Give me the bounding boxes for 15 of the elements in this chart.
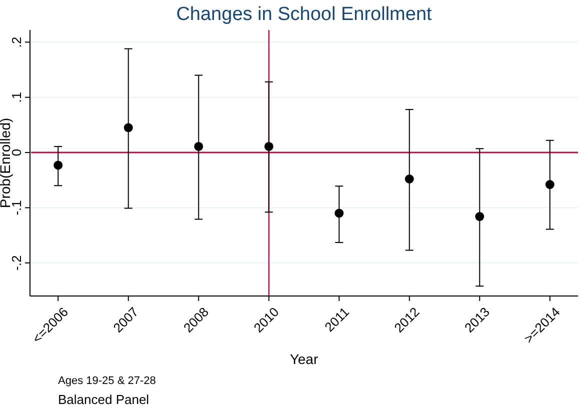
point bbox=[194, 142, 204, 151]
text: Ages 19-25 & 27-28 bbox=[58, 375, 156, 387]
y-tick-label: -.2 bbox=[9, 255, 24, 270]
x-axis-title: Year bbox=[290, 351, 318, 367]
y-tick-label: .1 bbox=[9, 92, 24, 103]
point bbox=[54, 160, 63, 170]
point bbox=[475, 212, 484, 222]
y-tick-label: .2 bbox=[9, 36, 24, 48]
chart-title: Changes in School Enrollment bbox=[176, 4, 433, 25]
point bbox=[404, 174, 414, 184]
point bbox=[124, 123, 133, 132]
point bbox=[545, 180, 554, 190]
point bbox=[264, 142, 274, 151]
point bbox=[334, 208, 344, 218]
text: Balanced Panel bbox=[58, 392, 150, 407]
